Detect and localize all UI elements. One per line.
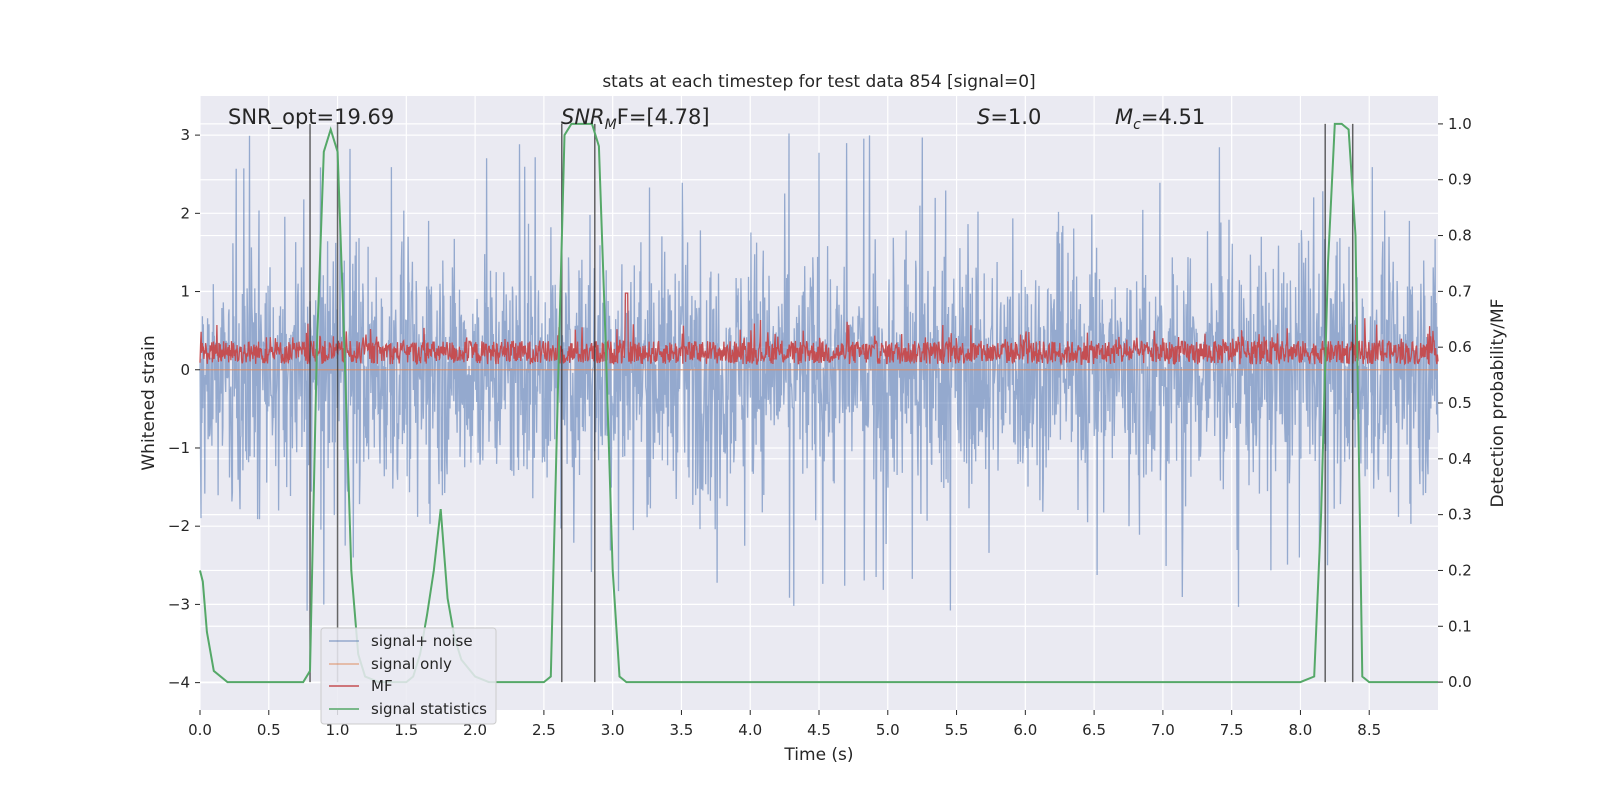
y-tick-label-left: 2 bbox=[180, 204, 190, 222]
annotation-snr-opt: SNR_opt=19.69 bbox=[228, 105, 394, 130]
annotation-mc: Mc=4.51 bbox=[1115, 105, 1205, 133]
y-tick-label-right: 0.1 bbox=[1448, 617, 1472, 635]
y-tick-label-right: 0.7 bbox=[1448, 282, 1472, 300]
signal-noise-line bbox=[199, 133, 1439, 611]
s-rest: =1.0 bbox=[990, 105, 1041, 129]
x-tick-label: 2.5 bbox=[532, 721, 556, 739]
snr-mf-base: SNR bbox=[561, 105, 605, 129]
x-tick-label: 2.0 bbox=[463, 721, 487, 739]
x-tick-label: 1.5 bbox=[394, 721, 418, 739]
x-tick-label: 8.0 bbox=[1289, 721, 1313, 739]
y-tick-label-right: 0.4 bbox=[1448, 450, 1472, 468]
y-tick-label-right: 1.0 bbox=[1448, 115, 1472, 133]
y-tick-label-left: −4 bbox=[168, 674, 190, 692]
y-tick-label-right: 0.8 bbox=[1448, 227, 1472, 245]
x-tick-label: 8.5 bbox=[1357, 721, 1381, 739]
y-tick-label-right: 0.5 bbox=[1448, 394, 1472, 412]
x-axis-label: Time (s) bbox=[783, 745, 853, 765]
y-tick-label-right: 0.2 bbox=[1448, 561, 1472, 579]
mc-sub: c bbox=[1133, 117, 1141, 133]
y-tick-label-left: 0 bbox=[180, 361, 190, 379]
y-tick-label-left: −1 bbox=[168, 439, 190, 457]
y-tick-label-right: 0.9 bbox=[1448, 171, 1472, 189]
series-signal-statistics bbox=[199, 122, 1438, 684]
x-tick-label: 3.5 bbox=[670, 721, 694, 739]
y-tick-label-right: 0.0 bbox=[1448, 673, 1472, 691]
y-axis-label-right: Detection probability/MF bbox=[1488, 299, 1508, 508]
x-tick-label: 3.0 bbox=[601, 721, 625, 739]
x-tick-label: 0.0 bbox=[188, 721, 212, 739]
s-base: S bbox=[977, 105, 990, 129]
y-tick-label-right: 0.3 bbox=[1448, 506, 1472, 524]
mc-base: M bbox=[1115, 105, 1133, 129]
x-tick-label: 5.5 bbox=[945, 721, 969, 739]
y-axis-label-left: Whitened strain bbox=[139, 335, 159, 470]
legend-label-signal-statistics: signal statistics bbox=[371, 700, 487, 718]
legend-label-signal-only: signal only bbox=[371, 655, 452, 673]
x-tick-label: 6.0 bbox=[1013, 721, 1037, 739]
x-tick-label: 4.5 bbox=[807, 721, 831, 739]
series-mf bbox=[199, 292, 1439, 367]
snr-mf-rest: F=[4.78] bbox=[617, 105, 710, 129]
mc-rest: =4.51 bbox=[1141, 105, 1205, 129]
y-tick-label-left: −2 bbox=[168, 517, 190, 535]
y-tick-label-left: 3 bbox=[180, 126, 190, 144]
y-ticks-left: −4 −3 −2 −1 0 1 2 3 bbox=[168, 126, 200, 692]
x-ticks: 0.0 0.5 1.0 1.5 2.0 2.5 3.0 3.5 4.0 4.5 5.0 5.5 6.0 6… bbox=[188, 710, 1381, 739]
y-ticks-right: 0.0 0.1 0.2 0.3 0.4 0.5 0.6 0.7 0.8 0.9 1.0 bbox=[1438, 115, 1472, 691]
x-tick-label: 4.0 bbox=[738, 721, 762, 739]
x-tick-label: 0.5 bbox=[257, 721, 281, 739]
legend: signal+ noise signal only MF signal stat… bbox=[320, 627, 497, 725]
series-signal-noise bbox=[199, 133, 1439, 611]
legend-label-mf: MF bbox=[371, 677, 393, 695]
x-tick-label: 1.0 bbox=[326, 721, 350, 739]
y-tick-label-left: 1 bbox=[180, 283, 190, 301]
y-tick-label-right: 0.6 bbox=[1448, 338, 1472, 356]
x-tick-label: 6.5 bbox=[1082, 721, 1106, 739]
x-tick-label: 5.0 bbox=[876, 721, 900, 739]
legend-box bbox=[320, 627, 497, 725]
annotation-snr-mf: SNRMF=[4.78] bbox=[561, 105, 710, 133]
legend-label-signal-noise: signal+ noise bbox=[371, 632, 473, 650]
annotation-s: S=1.0 bbox=[977, 105, 1041, 129]
x-tick-label: 7.0 bbox=[1151, 721, 1175, 739]
x-tick-label: 7.5 bbox=[1220, 721, 1244, 739]
snr-mf-sub: M bbox=[605, 117, 617, 133]
y-tick-label-left: −3 bbox=[168, 595, 190, 613]
mf-line bbox=[199, 292, 1439, 367]
chart-title: stats at each timestep for test data 854… bbox=[602, 72, 1035, 92]
